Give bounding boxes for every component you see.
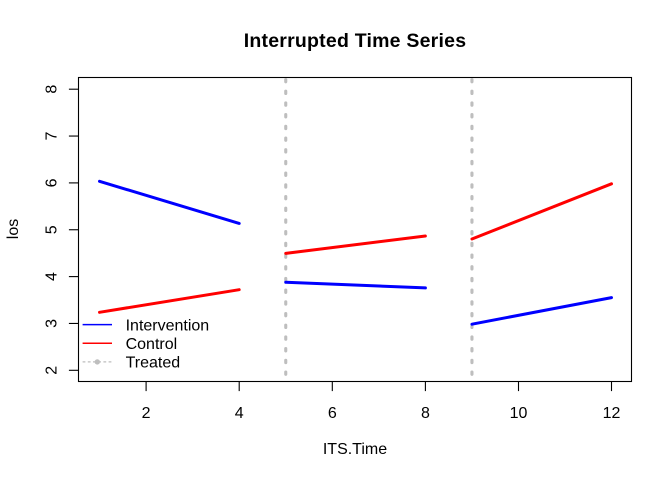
svg-text:10: 10 — [510, 405, 528, 422]
svg-text:7: 7 — [44, 132, 61, 141]
svg-text:Intervention: Intervention — [126, 317, 210, 334]
svg-text:8: 8 — [421, 405, 430, 422]
svg-text:los: los — [5, 219, 22, 239]
svg-text:2: 2 — [44, 366, 61, 375]
svg-text:4: 4 — [235, 405, 244, 422]
svg-text:4: 4 — [44, 272, 61, 281]
svg-text:6: 6 — [328, 405, 337, 422]
svg-text:6: 6 — [44, 178, 61, 187]
svg-text:Interrupted Time Series: Interrupted Time Series — [244, 30, 467, 52]
svg-text:Control: Control — [126, 336, 178, 353]
svg-text:12: 12 — [603, 405, 621, 422]
svg-text:3: 3 — [44, 319, 61, 328]
svg-text:2: 2 — [142, 405, 151, 422]
svg-text:5: 5 — [44, 225, 61, 234]
svg-text:ITS.Time: ITS.Time — [323, 441, 387, 458]
svg-text:8: 8 — [44, 85, 61, 94]
svg-text:Treated: Treated — [126, 355, 181, 372]
